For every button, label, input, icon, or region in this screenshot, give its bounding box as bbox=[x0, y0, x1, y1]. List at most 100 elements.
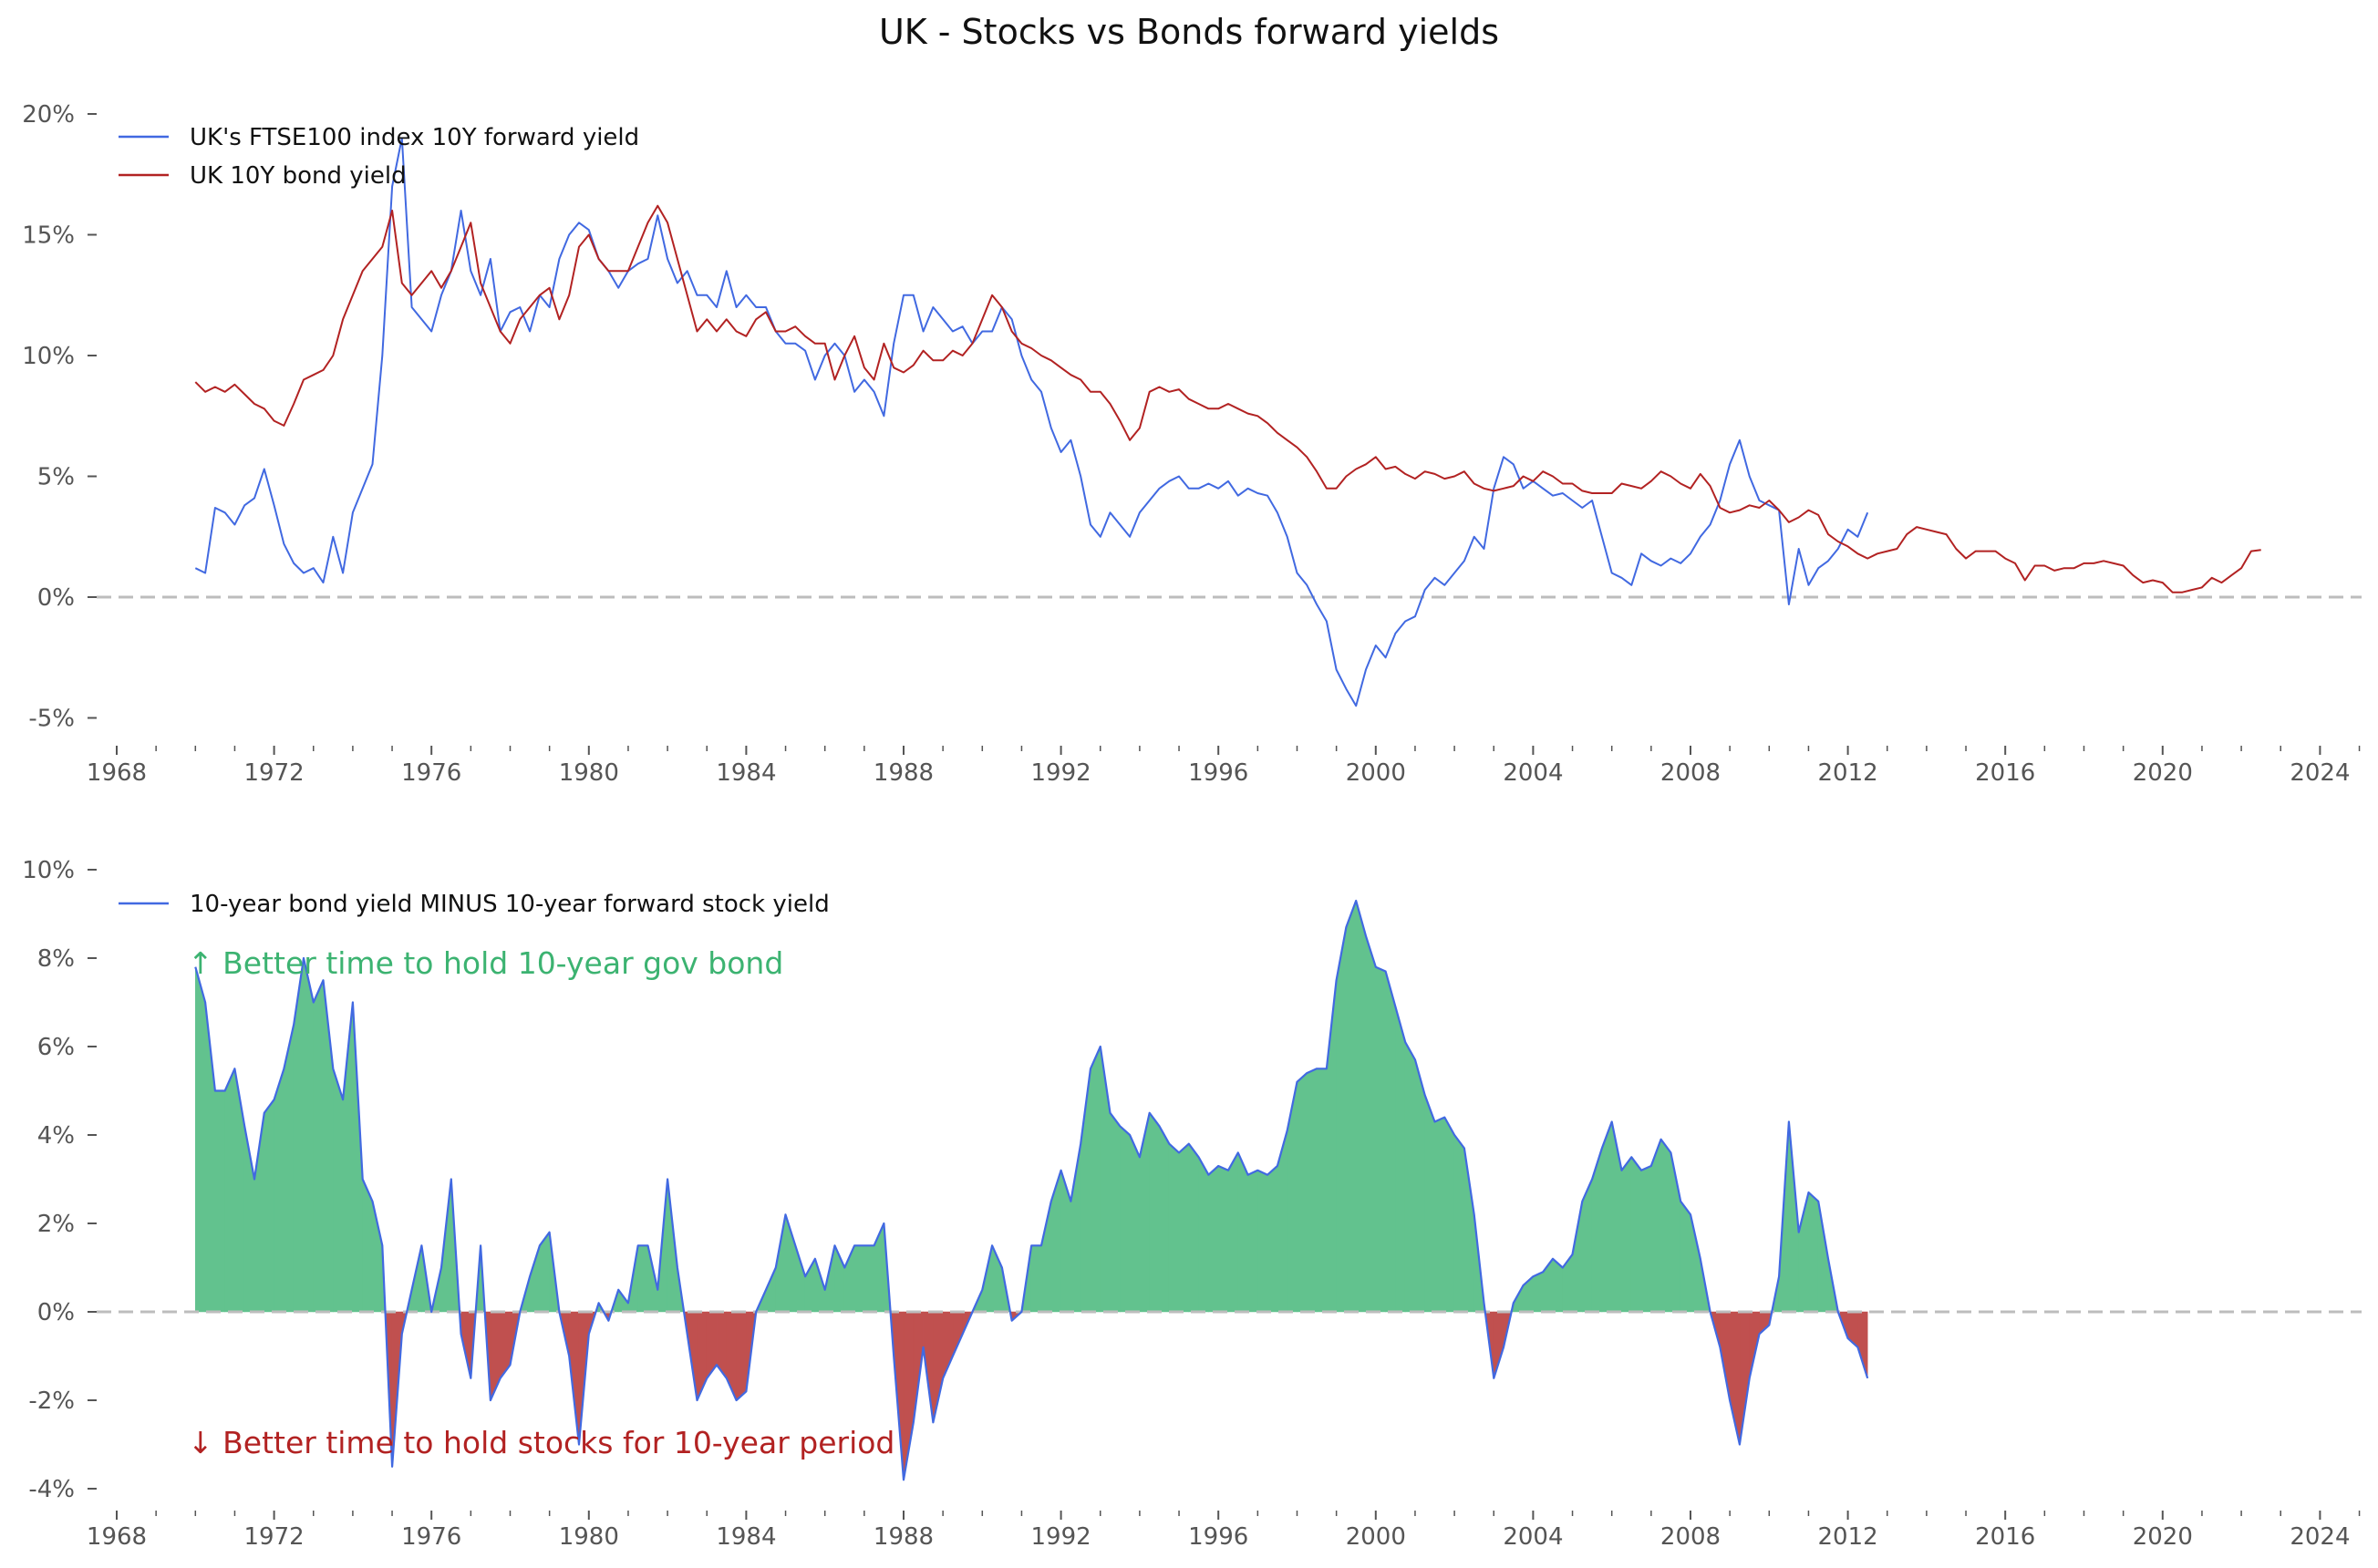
fill-positive-segment bbox=[234, 1068, 245, 1313]
fill-positive-segment bbox=[274, 1068, 284, 1313]
x-tick-label: 1992 bbox=[1031, 759, 1091, 787]
fill-positive-segment bbox=[1217, 1165, 1229, 1313]
fill-positive-segment bbox=[1621, 1156, 1632, 1313]
fill-positive-segment bbox=[1060, 1170, 1071, 1313]
x-tick-label: 2024 bbox=[2290, 1523, 2350, 1551]
fill-positive-segment bbox=[1562, 1253, 1573, 1313]
fill-positive-segment bbox=[1375, 966, 1386, 1313]
x-tick-label: 1996 bbox=[1188, 759, 1248, 787]
y-tick-label: 5% bbox=[37, 464, 75, 491]
fill-positive-segment bbox=[1178, 1143, 1190, 1313]
x-tick-label: 2012 bbox=[1818, 1523, 1878, 1551]
fill-positive-segment bbox=[795, 1245, 806, 1313]
bottom-fill-group bbox=[195, 900, 1868, 1480]
x-tick-label: 1976 bbox=[401, 759, 461, 787]
x-tick-label: 1984 bbox=[716, 759, 776, 787]
fill-positive-segment bbox=[1040, 1201, 1052, 1313]
fill-positive-segment bbox=[284, 1024, 295, 1313]
fill-positive-segment bbox=[1817, 1201, 1829, 1313]
x-tick-label: 1968 bbox=[87, 1523, 147, 1551]
legend-label-stock: UK's FTSE100 index 10Y forward yield bbox=[190, 124, 639, 151]
bottom-legend: 10-year bond yield MINUS 10-year forward… bbox=[119, 891, 830, 918]
fill-positive-segment bbox=[1395, 1006, 1406, 1313]
x-tick-label: 1980 bbox=[559, 1523, 619, 1551]
x-tick-label: 2020 bbox=[2133, 1523, 2193, 1551]
fill-positive-segment bbox=[1198, 1156, 1209, 1313]
fill-positive-segment bbox=[1680, 1200, 1691, 1313]
fill-positive-segment bbox=[1385, 971, 1396, 1313]
fill-positive-segment bbox=[1257, 1170, 1268, 1313]
x-tick-label: 2008 bbox=[1660, 1523, 1721, 1551]
top-x-axis: 1968 1972 1976 1980 1984 1988 1992 1996 2000 2004… bbox=[87, 746, 2361, 787]
fill-positive-segment bbox=[1129, 1134, 1141, 1313]
x-tick-label: 2008 bbox=[1660, 759, 1721, 787]
y-tick-label: 2% bbox=[37, 1211, 75, 1238]
y-tick-label: 0% bbox=[37, 584, 75, 612]
annotation-bond-better: ↑ Better time to hold 10-year gov bond bbox=[188, 945, 783, 981]
fill-positive-segment bbox=[1237, 1152, 1248, 1313]
bottom-chart: 10% 8% 6% 4% 2% 0% -2% -4% 1968 1972 1976 1980 1984… bbox=[22, 857, 2362, 1551]
spread-line bbox=[194, 899, 1869, 1481]
stock-yield-line bbox=[194, 137, 1869, 707]
fill-positive-segment bbox=[313, 980, 324, 1313]
y-tick-label: 10% bbox=[22, 857, 75, 884]
fill-positive-segment bbox=[1267, 1165, 1278, 1313]
fill-positive-segment bbox=[1287, 1081, 1298, 1313]
fill-positive-segment bbox=[1572, 1201, 1583, 1313]
fill-positive-segment bbox=[1149, 1111, 1160, 1313]
x-tick-label: 1984 bbox=[716, 1523, 776, 1551]
fill-positive-segment bbox=[1355, 900, 1367, 1313]
x-tick-label: 1968 bbox=[87, 759, 147, 787]
fill-positive-segment bbox=[1414, 1059, 1426, 1313]
x-tick-label: 1988 bbox=[874, 759, 934, 787]
y-tick-label: 20% bbox=[22, 101, 75, 129]
x-tick-label: 1972 bbox=[244, 759, 305, 787]
y-tick-label: 0% bbox=[37, 1299, 75, 1326]
fill-positive-segment bbox=[1640, 1165, 1652, 1313]
fill-negative-segment bbox=[952, 1311, 964, 1357]
y-tick-label: 15% bbox=[22, 222, 75, 250]
fill-positive-segment bbox=[1168, 1143, 1180, 1313]
fill-positive-segment bbox=[1297, 1072, 1308, 1313]
fill-positive-segment bbox=[1159, 1125, 1170, 1313]
fill-positive-segment bbox=[1188, 1142, 1199, 1313]
x-tick-label: 2016 bbox=[1975, 1523, 2035, 1551]
fill-positive-segment bbox=[1444, 1116, 1455, 1313]
x-tick-label: 1972 bbox=[244, 1523, 305, 1551]
fill-positive-segment bbox=[1533, 1271, 1544, 1313]
fill-positive-segment bbox=[1227, 1151, 1239, 1313]
x-tick-label: 2004 bbox=[1503, 1523, 1563, 1551]
fill-positive-segment bbox=[1120, 1125, 1131, 1313]
bottom-series-group bbox=[194, 899, 1869, 1481]
fill-positive-segment bbox=[1463, 1148, 1474, 1313]
fill-negative-segment bbox=[1857, 1311, 1868, 1378]
top-series-group bbox=[194, 137, 2261, 707]
x-tick-label: 2016 bbox=[1975, 759, 2035, 787]
x-tick-label: 2004 bbox=[1503, 759, 1563, 787]
legend-label-spread: 10-year bond yield MINUS 10-year forward… bbox=[190, 891, 830, 918]
fill-negative-segment bbox=[736, 1311, 747, 1401]
fill-positive-segment bbox=[1247, 1170, 1258, 1313]
fill-positive-segment bbox=[1434, 1117, 1445, 1313]
y-tick-label: -2% bbox=[28, 1387, 75, 1415]
fill-positive-segment bbox=[529, 1245, 541, 1313]
fill-positive-segment bbox=[1110, 1111, 1121, 1313]
figure-title: UK - Stocks vs Bonds forward yields bbox=[879, 12, 1499, 52]
fill-positive-segment bbox=[637, 1244, 648, 1313]
y-tick-label: 4% bbox=[37, 1122, 75, 1150]
y-tick-label: -4% bbox=[28, 1476, 75, 1503]
fill-positive-segment bbox=[1808, 1191, 1819, 1313]
annotation-stocks-better: ↓ Better time to hold stocks for 10-year… bbox=[188, 1425, 894, 1460]
x-tick-label: 2000 bbox=[1346, 1523, 1406, 1551]
y-tick-label: 8% bbox=[37, 945, 75, 973]
fill-positive-segment bbox=[224, 1068, 235, 1313]
fill-positive-segment bbox=[1139, 1112, 1150, 1313]
fill-positive-segment bbox=[1306, 1068, 1318, 1313]
fill-positive-segment bbox=[1365, 935, 1377, 1313]
fill-positive-segment bbox=[264, 1099, 274, 1313]
bond-yield-line bbox=[194, 204, 2261, 593]
x-tick-label: 1980 bbox=[559, 759, 619, 787]
fill-positive-segment bbox=[214, 1090, 225, 1313]
fill-positive-segment bbox=[333, 1068, 344, 1313]
